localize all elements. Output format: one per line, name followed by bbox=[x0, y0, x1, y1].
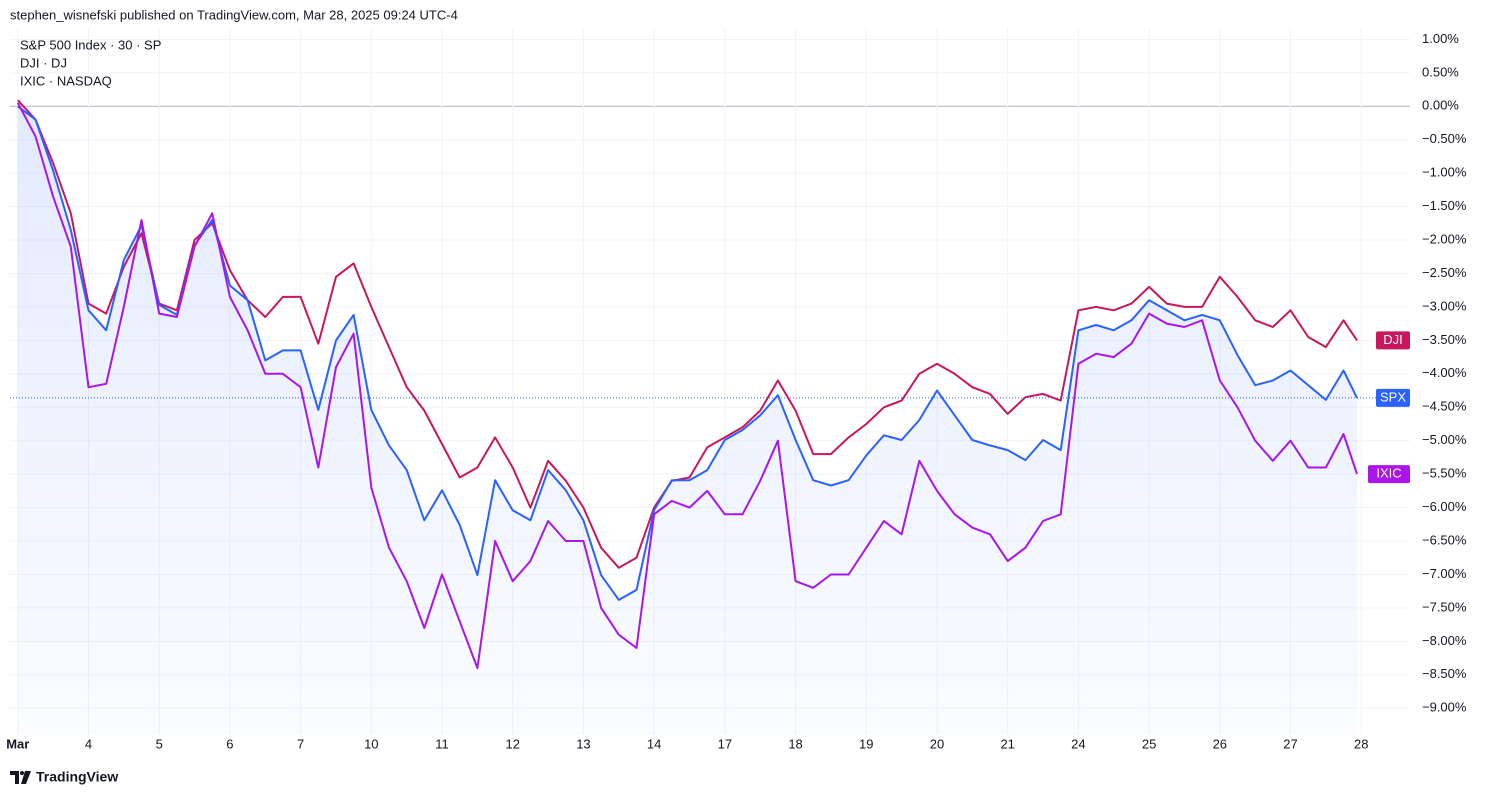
y-tick-label: −1.00% bbox=[1422, 165, 1467, 180]
y-tick-label: −4.50% bbox=[1422, 399, 1467, 414]
x-tick-label: 17 bbox=[718, 736, 732, 751]
x-tick-label: 24 bbox=[1071, 736, 1085, 751]
last-value-tag bbox=[1368, 465, 1410, 484]
y-tick-label: −9.00% bbox=[1422, 700, 1467, 715]
x-tick-label: 18 bbox=[788, 736, 802, 751]
footer-brand: TradingView bbox=[36, 769, 118, 785]
x-tick-label: 20 bbox=[930, 736, 944, 751]
y-tick-label: −8.50% bbox=[1422, 666, 1467, 681]
y-tick-label: −5.00% bbox=[1422, 432, 1467, 447]
series-line bbox=[17, 99, 1358, 569]
y-tick-label: 0.00% bbox=[1422, 98, 1459, 113]
x-tick-label: 26 bbox=[1213, 736, 1227, 751]
x-tick-label: 25 bbox=[1142, 736, 1156, 751]
plot bbox=[10, 99, 1376, 736]
legend-entry: IXIC · NASDAQ bbox=[20, 73, 112, 88]
series-line bbox=[17, 105, 1358, 601]
x-tick-label: 12 bbox=[505, 736, 519, 751]
x-tick-label: 7 bbox=[297, 736, 304, 751]
x-tick-label: Mar bbox=[6, 736, 29, 751]
x-tick-label: 5 bbox=[156, 736, 163, 751]
x-tick-label: 11 bbox=[435, 736, 449, 751]
y-tick-label: −8.00% bbox=[1422, 633, 1467, 648]
y-tick-label: 0.50% bbox=[1422, 64, 1459, 79]
series-line bbox=[16, 102, 1358, 670]
y-tick-label: −4.00% bbox=[1422, 365, 1467, 380]
footer-logo bbox=[10, 771, 31, 784]
x-tick-label: 19 bbox=[859, 736, 873, 751]
y-tick-label: −6.50% bbox=[1422, 532, 1467, 547]
y-tick-label: −1.50% bbox=[1422, 198, 1467, 213]
y-tick-label: −3.00% bbox=[1422, 298, 1467, 313]
last-value-tag-label: SPX bbox=[1380, 389, 1406, 404]
last-value-tag bbox=[1376, 388, 1410, 407]
chart-title: stephen_wisnefski published on TradingVi… bbox=[10, 7, 458, 22]
x-tick-label: 27 bbox=[1283, 736, 1297, 751]
y-tick-label: 1.00% bbox=[1422, 31, 1459, 46]
y-tick-label: −2.50% bbox=[1422, 265, 1467, 280]
y-tick-label: −5.50% bbox=[1422, 466, 1467, 481]
y-tick-label: −6.00% bbox=[1422, 499, 1467, 514]
legend-entry: DJI · DJ bbox=[20, 55, 67, 70]
y-tick-label: −2.00% bbox=[1422, 231, 1467, 246]
last-value-tag-label: DJI bbox=[1383, 332, 1403, 347]
y-tick-label: −3.50% bbox=[1422, 332, 1467, 347]
last-value-tag-label: IXIC bbox=[1376, 466, 1401, 481]
last-value-tag bbox=[1376, 331, 1410, 350]
y-tick-label: −7.50% bbox=[1422, 599, 1467, 614]
legend-entry: S&P 500 Index · 30 · SP bbox=[20, 37, 161, 52]
x-tick-label: 21 bbox=[1000, 736, 1014, 751]
x-tick-label: 4 bbox=[85, 736, 92, 751]
x-tick-label: 14 bbox=[647, 736, 661, 751]
series-area bbox=[17, 106, 1357, 736]
y-tick-label: −7.00% bbox=[1422, 566, 1467, 581]
x-tick-label: 10 bbox=[364, 736, 378, 751]
y-tick-label: −0.50% bbox=[1422, 131, 1467, 146]
x-tick-label: 6 bbox=[226, 736, 233, 751]
x-tick-label: 13 bbox=[576, 736, 590, 751]
axes: 1.00% 0.50% 0.00% −0.50% −1.00% −1.50% −2.00% −… bbox=[6, 31, 1467, 752]
x-tick-label: 28 bbox=[1354, 736, 1368, 751]
